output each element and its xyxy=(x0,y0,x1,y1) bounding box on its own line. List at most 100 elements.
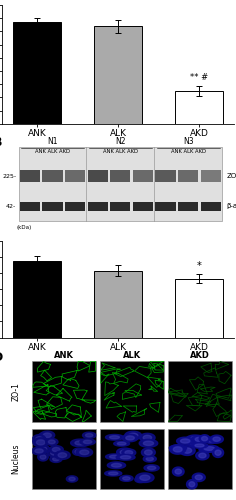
Polygon shape xyxy=(188,440,198,446)
Polygon shape xyxy=(129,433,138,438)
Polygon shape xyxy=(181,439,190,443)
Polygon shape xyxy=(120,456,131,459)
Polygon shape xyxy=(143,441,154,446)
Polygon shape xyxy=(109,472,118,475)
Polygon shape xyxy=(186,435,204,442)
Polygon shape xyxy=(215,450,221,456)
Polygon shape xyxy=(173,467,184,476)
Bar xyxy=(100,429,164,490)
Polygon shape xyxy=(192,436,208,443)
Polygon shape xyxy=(106,454,123,460)
Polygon shape xyxy=(122,449,136,456)
Polygon shape xyxy=(105,471,122,476)
Polygon shape xyxy=(49,446,63,454)
Polygon shape xyxy=(179,446,195,456)
Polygon shape xyxy=(110,436,119,439)
Bar xyxy=(65,202,85,211)
Polygon shape xyxy=(141,448,155,457)
Polygon shape xyxy=(186,480,197,489)
Polygon shape xyxy=(51,450,58,455)
Text: ANK ALK AKD: ANK ALK AKD xyxy=(103,149,138,154)
Bar xyxy=(110,170,131,182)
Bar xyxy=(168,361,232,422)
Polygon shape xyxy=(139,440,158,447)
Polygon shape xyxy=(199,453,206,458)
Bar xyxy=(133,170,153,182)
Polygon shape xyxy=(213,437,220,442)
Polygon shape xyxy=(48,440,55,444)
Polygon shape xyxy=(48,448,61,457)
Bar xyxy=(178,170,198,182)
Bar xyxy=(42,202,63,211)
Text: N3: N3 xyxy=(183,138,194,146)
Polygon shape xyxy=(125,431,142,440)
Text: Nucleus: Nucleus xyxy=(12,444,21,474)
Polygon shape xyxy=(114,441,130,446)
Polygon shape xyxy=(122,434,138,442)
Polygon shape xyxy=(210,435,223,443)
Polygon shape xyxy=(40,431,55,440)
Polygon shape xyxy=(76,448,93,456)
Polygon shape xyxy=(85,434,93,437)
Text: ANK ALK AKD: ANK ALK AKD xyxy=(35,149,70,154)
Polygon shape xyxy=(170,444,186,454)
Text: ZO-1: ZO-1 xyxy=(227,173,236,179)
Bar xyxy=(94,26,142,124)
Bar xyxy=(133,202,153,211)
Text: ** #: ** # xyxy=(190,72,208,82)
Polygon shape xyxy=(143,436,152,440)
Polygon shape xyxy=(177,437,194,445)
Polygon shape xyxy=(35,449,43,453)
Bar xyxy=(110,202,131,211)
Polygon shape xyxy=(190,442,196,445)
Text: ANK ALK AKD: ANK ALK AKD xyxy=(171,149,206,154)
Text: AKD: AKD xyxy=(190,350,210,360)
Bar xyxy=(19,147,222,221)
Polygon shape xyxy=(196,451,209,460)
Polygon shape xyxy=(105,434,123,440)
Polygon shape xyxy=(55,451,70,460)
Text: B: B xyxy=(0,136,3,149)
Bar xyxy=(94,270,142,338)
Polygon shape xyxy=(83,440,92,444)
Bar xyxy=(178,202,198,211)
Text: N2: N2 xyxy=(115,138,126,146)
Polygon shape xyxy=(183,448,192,454)
Text: 42-: 42- xyxy=(6,204,16,209)
Polygon shape xyxy=(120,476,133,482)
Polygon shape xyxy=(148,466,156,469)
Polygon shape xyxy=(75,450,81,454)
Polygon shape xyxy=(173,447,182,452)
Text: 225-: 225- xyxy=(2,174,16,178)
Polygon shape xyxy=(111,464,122,467)
Polygon shape xyxy=(80,450,89,454)
Polygon shape xyxy=(126,436,134,440)
Polygon shape xyxy=(200,445,219,452)
Polygon shape xyxy=(203,448,213,451)
Bar xyxy=(20,202,40,211)
Polygon shape xyxy=(120,450,129,454)
Polygon shape xyxy=(212,448,223,458)
Polygon shape xyxy=(35,437,43,442)
Bar xyxy=(32,361,96,422)
Polygon shape xyxy=(199,446,217,452)
Polygon shape xyxy=(145,450,152,455)
Polygon shape xyxy=(41,434,48,438)
Polygon shape xyxy=(107,462,126,468)
Polygon shape xyxy=(39,447,47,452)
Polygon shape xyxy=(173,446,183,450)
Polygon shape xyxy=(66,476,78,482)
Text: ALK: ALK xyxy=(123,350,141,360)
Polygon shape xyxy=(199,434,210,442)
Polygon shape xyxy=(189,482,195,487)
Bar xyxy=(42,170,63,182)
Text: N1: N1 xyxy=(47,138,58,146)
Bar xyxy=(20,170,40,182)
Polygon shape xyxy=(110,455,119,458)
Polygon shape xyxy=(146,457,153,460)
Polygon shape xyxy=(144,465,159,471)
Bar xyxy=(155,170,176,182)
Bar xyxy=(13,22,61,124)
Polygon shape xyxy=(40,454,46,459)
Bar xyxy=(88,202,108,211)
